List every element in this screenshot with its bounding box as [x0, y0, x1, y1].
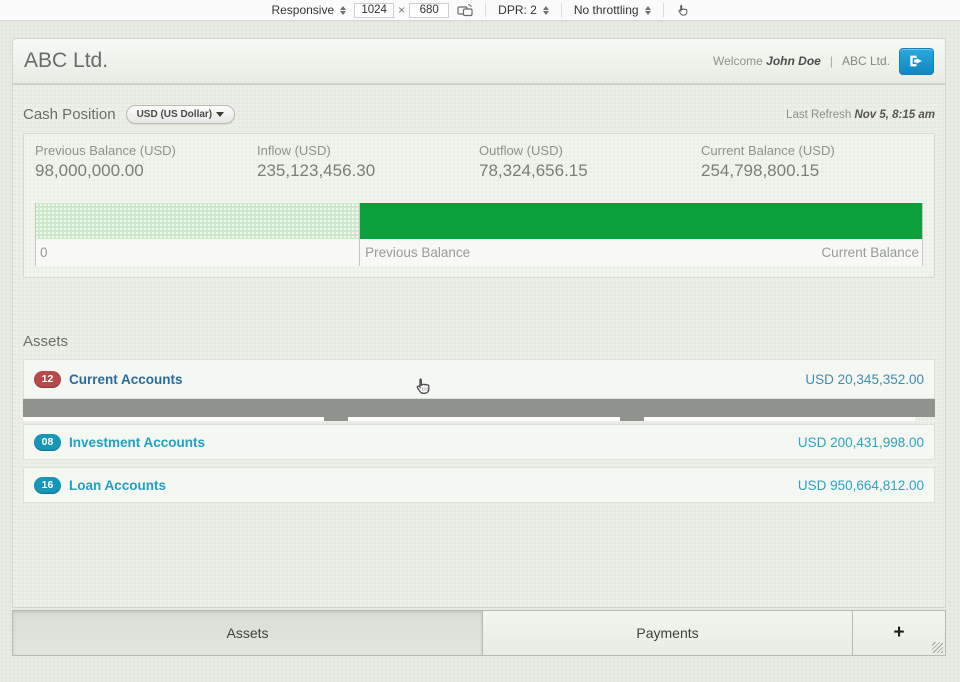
axis-label-previous: Previous Balance [365, 245, 471, 260]
logout-button[interactable] [899, 47, 934, 75]
cash-position-bar-chart: 0 Previous Balance Current Balance [35, 203, 923, 266]
stat-label: Previous Balance (USD) [35, 143, 176, 158]
last-refresh-value: Nov 5, 8:15 am [854, 108, 935, 121]
axis-label-zero: 0 [40, 245, 48, 260]
add-tab-button[interactable]: + [853, 611, 945, 655]
cash-position-title: Cash Position [23, 106, 116, 123]
asset-amount: USD 20,345,352.00 [805, 371, 924, 387]
user-name: John Doe [766, 54, 821, 68]
asset-label: Current Accounts [69, 371, 183, 387]
stat-inflow: Inflow (USD) 235,123,456.30 [257, 143, 479, 181]
stat-value: 235,123,456.30 [257, 161, 376, 180]
axis-tick-zero [35, 203, 36, 266]
chevron-updown-icon [542, 5, 549, 15]
tab-assets[interactable]: Assets [13, 611, 483, 655]
currency-selector-label: USD (US Dollar) [136, 109, 213, 120]
stat-label: Outflow (USD) [479, 143, 563, 158]
device-type-label: Responsive [271, 3, 335, 17]
chevron-updown-icon [340, 5, 347, 15]
list-item-loan-accounts[interactable]: 16 Loan Accounts USD 950,664,812.00 [23, 467, 935, 503]
count-badge: 12 [34, 370, 61, 388]
company-name: ABC Ltd. [841, 54, 890, 68]
list-item-current-accounts[interactable]: 12 Current Accounts USD 20,345,352.00 [23, 359, 935, 399]
viewport-width-input[interactable]: 1024 [354, 2, 395, 18]
bar-axis [35, 239, 923, 266]
viewport-height-input[interactable]: 680 [409, 2, 450, 18]
touch-mode-hand-icon[interactable] [676, 3, 689, 18]
asset-list: 12 Current Accounts USD 20,345,352.00 08… [23, 359, 935, 503]
plus-icon: + [893, 622, 905, 643]
stat-previous-balance: Previous Balance (USD) 98,000,000.00 [35, 143, 257, 181]
dpr-select[interactable]: DPR: 2 [498, 3, 549, 17]
previous-balance-bar-segment [35, 203, 360, 239]
stat-outflow: Outflow (USD) 78,324,656.15 [479, 143, 701, 181]
asset-amount: USD 950,664,812.00 [797, 477, 924, 493]
count-badge: 08 [34, 433, 61, 451]
dimension-separator: × [398, 3, 406, 17]
header-separator: | [829, 54, 833, 68]
app-body: Cash Position USD (US Dollar) Last Refre… [12, 84, 946, 608]
current-balance-bar-segment [359, 203, 923, 239]
logout-icon [910, 55, 922, 67]
device-type-select[interactable]: Responsive [271, 3, 347, 17]
asset-label: Loan Accounts [69, 477, 167, 493]
currency-selector[interactable]: USD (US Dollar) [125, 105, 236, 124]
page-title: ABC Ltd. [24, 49, 109, 72]
tab-label: Payments [636, 625, 699, 641]
asset-amount: USD 200,431,998.00 [797, 434, 924, 450]
devtools-device-toolbar: Responsive 1024 × 680 DPR: 2 No throttli… [0, 0, 960, 21]
bottom-tab-bar: Assets Payments + [12, 610, 946, 656]
stat-value: 254,798,800.15 [701, 161, 820, 180]
loading-artifact-band [23, 399, 935, 421]
cash-position-card: Previous Balance (USD) 98,000,000.00 Inf… [23, 133, 935, 278]
throttling-select[interactable]: No throttling [574, 3, 651, 17]
list-item-investment-accounts[interactable]: 08 Investment Accounts USD 200,431,998.0… [23, 424, 935, 460]
stat-value: 98,000,000.00 [35, 161, 144, 180]
stat-current-balance: Current Balance (USD) 254,798,800.15 [701, 143, 923, 181]
count-badge: 16 [34, 476, 61, 494]
app-window: ABC Ltd. Welcome John Doe | ABC Ltd. Cas… [12, 38, 946, 608]
app-header: ABC Ltd. Welcome John Doe | ABC Ltd. [12, 38, 946, 84]
axis-tick-current [922, 203, 923, 266]
dpr-label: DPR: 2 [498, 3, 537, 17]
stat-label: Current Balance (USD) [701, 143, 835, 158]
axis-label-current: Current Balance [821, 245, 919, 260]
assets-section-title: Assets [23, 333, 69, 350]
axis-tick-previous [359, 203, 361, 266]
welcome-text: Welcome John Doe [713, 54, 821, 68]
asset-label: Investment Accounts [69, 434, 206, 450]
rotate-viewport-icon[interactable] [457, 3, 473, 17]
throttling-label: No throttling [573, 3, 639, 17]
tab-payments[interactable]: Payments [483, 611, 853, 655]
last-refresh: Last Refresh Nov 5, 8:15 am [786, 108, 935, 121]
caret-down-icon [216, 112, 225, 117]
resize-grip[interactable] [932, 642, 943, 653]
stat-label: Inflow (USD) [257, 143, 331, 158]
stat-value: 78,324,656.15 [479, 161, 588, 180]
tab-label: Assets [226, 625, 269, 641]
chevron-updown-icon [644, 5, 651, 15]
